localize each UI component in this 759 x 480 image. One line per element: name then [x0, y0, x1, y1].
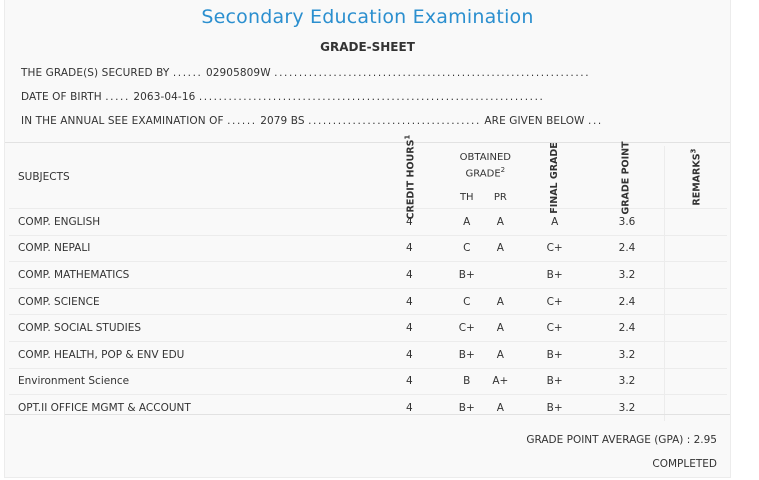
remarks-cell: [663, 340, 727, 369]
pr-grade-cell: A: [481, 208, 519, 236]
pr-grade-cell: A: [481, 340, 519, 369]
header-final-grade: FINAL GRADE: [548, 142, 560, 214]
th-grade-cell: B+: [451, 340, 482, 369]
credit-cell: 4: [366, 261, 452, 289]
final-grade-cell: B+: [518, 340, 591, 369]
final-grade-cell: B+: [518, 394, 591, 421]
credit-cell: 4: [366, 208, 452, 236]
exam-year: 2079 BS: [260, 115, 305, 127]
dob-label: DATE OF BIRTH: [21, 91, 102, 103]
gpa-value: 2.95: [693, 434, 717, 446]
info-secured-line: THE GRADE(S) SECURED BY ...... 02905809W…: [21, 67, 591, 79]
credit-cell: 4: [366, 314, 452, 342]
subject-cell: COMP. NEPALI: [9, 234, 367, 262]
th-grade-cell: C: [451, 287, 482, 315]
gpa-summary: GRADE POINT AVERAGE (GPA) : 2.95: [526, 434, 717, 446]
header-remarks: REMARKS3: [663, 146, 727, 209]
grade-point-cell: 2.4: [590, 314, 665, 342]
header-th: TH: [459, 191, 474, 203]
exam-label: IN THE ANNUAL SEE EXAMINATION OF: [21, 115, 224, 127]
pr-grade-cell: [481, 261, 519, 289]
subject-cell: OPT.II OFFICE MGMT & ACCOUNT: [9, 394, 367, 421]
subject-cell: COMP. SCIENCE: [9, 287, 367, 315]
table-row: OPT.II OFFICE MGMT & ACCOUNT 4 B+ A B+ 3…: [9, 394, 727, 421]
subject-cell: COMP. MATHEMATICS: [9, 261, 367, 289]
final-grade-cell: B+: [518, 367, 591, 395]
grade-point-cell: 3.2: [590, 367, 665, 395]
credit-cell: 4: [366, 394, 452, 421]
final-grade-cell: C+: [518, 314, 591, 342]
th-grade-cell: B: [451, 367, 482, 395]
dob-value: 2063-04-16: [133, 91, 196, 103]
remarks-cell: [663, 261, 727, 289]
subject-cell: Environment Science: [9, 367, 367, 395]
table-row: COMP. HEALTH, POP & ENV EDU 4 B+ A B+ 3.…: [9, 340, 727, 369]
status-label: COMPLETED: [652, 458, 717, 470]
th-grade-cell: B+: [451, 394, 482, 421]
remarks-cell: [663, 314, 727, 342]
table-row: COMP. NEPALI 4 C A C+ 2.4: [9, 234, 727, 262]
pr-grade-cell: A+: [481, 367, 519, 395]
header-grade-point: GRADE POINT: [621, 141, 633, 215]
info-exam-line: IN THE ANNUAL SEE EXAMINATION OF ...... …: [21, 115, 603, 127]
page-subtitle: GRADE-SHEET: [320, 40, 415, 54]
pr-grade-cell: A: [481, 287, 519, 315]
th-grade-cell: C+: [451, 314, 482, 342]
header-divider: [5, 142, 730, 143]
grade-point-cell: 2.4: [590, 287, 665, 315]
credit-cell: 4: [366, 340, 452, 369]
exam-suffix: ARE GIVEN BELOW: [484, 115, 585, 127]
grade-point-cell: 3.2: [590, 394, 665, 421]
th-grade-cell: A: [451, 208, 482, 236]
credit-cell: 4: [366, 234, 452, 262]
info-dob-line: DATE OF BIRTH ..... 2063-04-16 .........…: [21, 91, 545, 103]
header-obtained-grade: OBTAINED GRADE2: [459, 152, 511, 180]
final-grade-cell: C+: [518, 234, 591, 262]
subject-cell: COMP. SOCIAL STUDIES: [9, 314, 367, 342]
header-credit-hours: CREDIT HOURS1: [403, 134, 417, 220]
pr-grade-cell: A: [481, 314, 519, 342]
footer-divider: [5, 414, 730, 415]
grade-point-cell: 3.2: [590, 340, 665, 369]
subject-cell: COMP. HEALTH, POP & ENV EDU: [9, 340, 367, 369]
credit-cell: 4: [366, 287, 452, 315]
grade-point-cell: 3.2: [590, 261, 665, 289]
remarks-cell: [663, 234, 727, 262]
remarks-cell: [663, 367, 727, 395]
remarks-cell: [663, 208, 727, 236]
header-pr: PR: [493, 191, 507, 203]
pr-grade-cell: A: [481, 234, 519, 262]
symbol-number: 02905809W: [205, 67, 271, 79]
th-grade-cell: B+: [451, 261, 482, 289]
page-title: Secondary Education Examination: [201, 6, 534, 28]
final-grade-cell: C+: [518, 287, 591, 315]
subject-cell: COMP. ENGLISH: [9, 208, 367, 236]
pr-grade-cell: A: [481, 394, 519, 421]
final-grade-cell: B+: [518, 261, 591, 289]
final-grade-cell: A: [518, 208, 591, 236]
gpa-label: GRADE POINT AVERAGE (GPA) :: [526, 434, 691, 446]
remarks-cell: [663, 394, 727, 421]
remarks-cell: [663, 287, 727, 315]
header-subjects: SUBJECTS: [18, 171, 70, 183]
table-row: Environment Science 4 B A+ B+ 3.2: [9, 367, 727, 395]
grade-point-cell: 3.6: [590, 208, 665, 236]
th-grade-cell: C: [451, 234, 482, 262]
table-row: COMP. ENGLISH 4 A A A 3.6: [9, 208, 727, 236]
grade-point-cell: 2.4: [590, 234, 665, 262]
credit-cell: 4: [366, 367, 452, 395]
table-row: COMP. SCIENCE 4 C A C+ 2.4: [9, 287, 727, 315]
secured-label: THE GRADE(S) SECURED BY: [21, 67, 170, 79]
table-row: COMP. SOCIAL STUDIES 4 C+ A C+ 2.4: [9, 314, 727, 342]
grade-table: SUBJECTS CREDIT HOURS1 OBTAINED GRADE2 F…: [9, 134, 727, 421]
table-row: COMP. MATHEMATICS 4 B+ B+ 3.2: [9, 261, 727, 289]
grade-sheet-panel: Secondary Education Examination GRADE-SH…: [4, 0, 731, 478]
